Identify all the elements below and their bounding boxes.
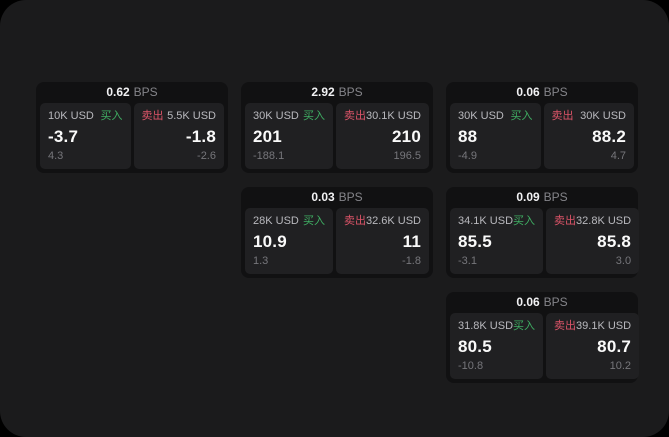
buy-amount: 28K USD (253, 215, 299, 227)
sell-side-button[interactable]: 卖出 (343, 215, 366, 227)
sell-main-value: -1.8 (185, 127, 216, 146)
sell-main-value: 11 (402, 232, 421, 251)
buy-sub-value: -188.1 (253, 150, 285, 162)
buy-amount: 10K USD (48, 110, 94, 122)
sell-panel[interactable]: 卖出 32.6K USD 11 -1.8 (335, 208, 429, 274)
sell-sub-value: 3.0 (615, 255, 632, 267)
buy-side-button[interactable]: 买入 (513, 320, 536, 332)
bps-value: 0.62 (106, 85, 130, 99)
sell-main-value: 85.8 (597, 232, 632, 251)
buy-main-value: -3.7 (48, 127, 79, 146)
buy-panel[interactable]: 30K USD 买入 88 -4.9 (450, 103, 541, 169)
bps-header: 0.03 BPS (241, 187, 433, 208)
bps-header: 2.92 BPS (241, 82, 433, 103)
bps-unit-label: BPS (543, 190, 568, 204)
bps-unit-label: BPS (543, 85, 568, 99)
bps-header: 0.62 BPS (36, 82, 228, 103)
quote-card: 0.06 BPS 31.8K USD 买入 80.5 -10.8 卖出 39.1… (446, 292, 640, 383)
buy-main-value: 85.5 (458, 232, 492, 251)
quote-card: 0.06 BPS 30K USD 买入 88 -4.9 卖出 30K USD 8… (446, 82, 638, 173)
buy-side-button[interactable]: 买入 (100, 110, 123, 122)
sell-panel[interactable]: 卖出 32.8K USD 85.8 3.0 (546, 208, 640, 274)
bps-value: 0.06 (516, 85, 540, 99)
buy-main-value: 80.5 (458, 337, 492, 356)
bps-value: 0.06 (516, 295, 540, 309)
sell-amount: 32.6K USD (365, 215, 421, 227)
buy-amount: 31.8K USD (458, 320, 514, 332)
bps-unit-label: BPS (338, 85, 363, 99)
buy-main-value: 88 (458, 127, 478, 146)
sell-side-button[interactable]: 卖出 (554, 320, 577, 332)
sell-sub-value: 4.7 (610, 150, 626, 162)
buy-sub-value: -3.1 (458, 255, 477, 267)
sell-main-value: 210 (392, 127, 421, 146)
sell-main-value: 88.2 (592, 127, 626, 146)
sell-panel[interactable]: 卖出 30K USD 88.2 4.7 (543, 103, 634, 169)
quote-card: 0.03 BPS 28K USD 买入 10.9 1.3 卖出 32.6K US… (241, 187, 433, 278)
bps-value: 2.92 (311, 85, 335, 99)
bps-unit-label: BPS (133, 85, 158, 99)
buy-side-button[interactable]: 买入 (302, 215, 325, 227)
sell-amount: 32.8K USD (576, 215, 632, 227)
sell-side-button[interactable]: 卖出 (141, 110, 164, 122)
buy-side-button[interactable]: 买入 (510, 110, 533, 122)
sell-side-button[interactable]: 卖出 (554, 215, 577, 227)
quote-card: 2.92 BPS 30K USD 买入 201 -188.1 卖出 30.1K … (241, 82, 433, 173)
buy-sub-value: 4.3 (48, 150, 64, 162)
sell-side-button[interactable]: 卖出 (343, 110, 366, 122)
quote-card: 0.62 BPS 10K USD 买入 -3.7 4.3 卖出 5.5K USD… (36, 82, 228, 173)
sell-panel[interactable]: 卖出 39.1K USD 80.7 10.2 (546, 313, 640, 379)
buy-amount: 34.1K USD (458, 215, 514, 227)
buy-panel[interactable]: 28K USD 买入 10.9 1.3 (245, 208, 333, 274)
buy-amount: 30K USD (253, 110, 299, 122)
bps-header: 0.06 BPS (446, 292, 638, 313)
buy-panel[interactable]: 31.8K USD 买入 80.5 -10.8 (450, 313, 544, 379)
sell-main-value: 80.7 (597, 337, 632, 356)
buy-main-value: 201 (253, 127, 282, 146)
bps-header: 0.06 BPS (446, 82, 638, 103)
sell-side-button[interactable]: 卖出 (551, 110, 574, 122)
bps-unit-label: BPS (338, 190, 363, 204)
sell-amount: 30.1K USD (365, 110, 421, 122)
sell-sub-value: -1.8 (402, 255, 421, 267)
buy-amount: 30K USD (458, 110, 504, 122)
sell-panel[interactable]: 卖出 30.1K USD 210 196.5 (335, 103, 429, 169)
buy-panel[interactable]: 30K USD 买入 201 -188.1 (245, 103, 333, 169)
bps-value: 0.09 (516, 190, 540, 204)
sell-sub-value: -2.6 (197, 150, 216, 162)
buy-side-button[interactable]: 买入 (513, 215, 536, 227)
sell-sub-value: 10.2 (609, 360, 632, 372)
buy-side-button[interactable]: 买入 (302, 110, 325, 122)
quote-card: 0.09 BPS 34.1K USD 买入 85.5 -3.1 卖出 32.8K… (446, 187, 640, 278)
buy-sub-value: -10.8 (458, 360, 484, 372)
buy-sub-value: 1.3 (253, 255, 269, 267)
sell-amount: 39.1K USD (576, 320, 632, 332)
buy-main-value: 10.9 (253, 232, 287, 251)
bps-value: 0.03 (311, 190, 335, 204)
sell-sub-value: 196.5 (393, 150, 421, 162)
buy-panel[interactable]: 10K USD 买入 -3.7 4.3 (40, 103, 131, 169)
sell-amount: 30K USD (580, 110, 626, 122)
sell-panel[interactable]: 卖出 5.5K USD -1.8 -2.6 (133, 103, 224, 169)
bps-header: 0.09 BPS (446, 187, 638, 208)
buy-sub-value: -4.9 (458, 150, 477, 162)
sell-amount: 5.5K USD (167, 110, 216, 122)
buy-panel[interactable]: 34.1K USD 买入 85.5 -3.1 (450, 208, 544, 274)
bps-unit-label: BPS (543, 295, 568, 309)
